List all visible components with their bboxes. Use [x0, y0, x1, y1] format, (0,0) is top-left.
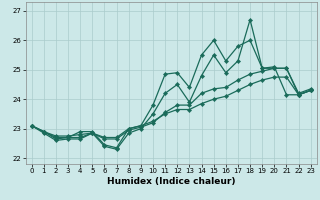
- X-axis label: Humidex (Indice chaleur): Humidex (Indice chaleur): [107, 177, 236, 186]
